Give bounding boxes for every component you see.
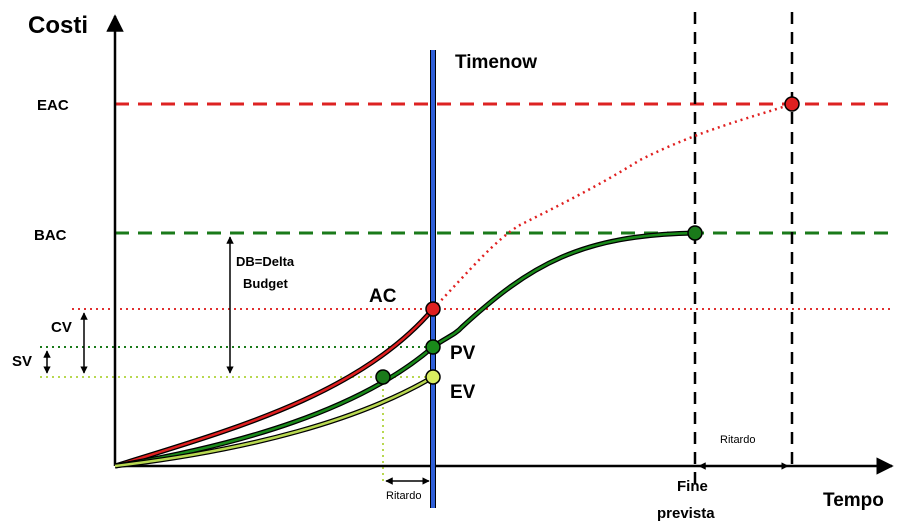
cv-label: CV (51, 319, 72, 336)
eac-marker (784, 96, 800, 112)
timenow-label: Timenow (455, 52, 537, 73)
sv-label: SV (12, 353, 32, 370)
ac-marker (425, 301, 441, 317)
bac-label: BAC (34, 227, 67, 244)
x-axis-label: Tempo (823, 490, 884, 511)
eac-forecast-curve (432, 102, 793, 310)
db-label-line1: DB=Delta (236, 254, 295, 269)
ev-label: EV (450, 382, 476, 403)
ev-curve (114, 375, 434, 468)
pv-curve-outline (114, 230, 696, 469)
db-label-line2: Budget (243, 276, 288, 291)
bac-marker (687, 225, 703, 241)
pv-label: PV (450, 343, 476, 364)
fine-prevista-line2: prevista (657, 505, 715, 522)
ac-curve (114, 308, 434, 468)
ev-marker (425, 369, 441, 385)
fine-prevista-line1: Fine (677, 478, 708, 495)
pv-curve (114, 231, 696, 468)
ac-label: AC (369, 286, 397, 307)
y-axis-label: Costi (28, 12, 88, 39)
ev-pv-match-marker (375, 369, 391, 385)
ritardo-bottom-label: Ritardo (386, 490, 421, 502)
ac-curve-outline (114, 307, 435, 469)
pv-marker (425, 339, 441, 355)
eac-label: EAC (37, 97, 69, 114)
ritardo-right-label: Ritardo (720, 434, 755, 446)
